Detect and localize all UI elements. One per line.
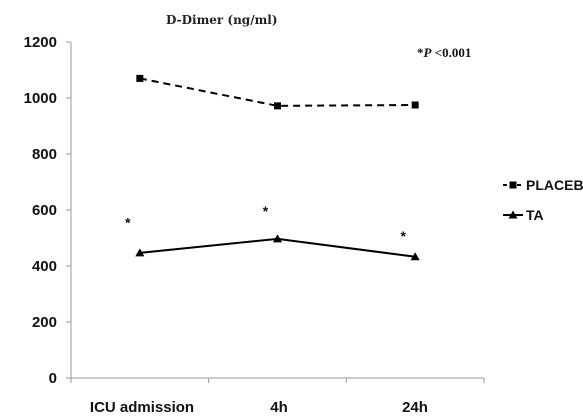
significance-star: *: [400, 228, 406, 244]
y-tick-label: 400: [32, 258, 57, 275]
y-axis-ticks: 0 200 400 600 800 1000 1200: [24, 34, 71, 387]
p-value-text: <0.001: [431, 45, 471, 60]
legend-marker-placebo: [509, 181, 517, 189]
data-point-ta: [135, 248, 145, 257]
significance-star: *: [125, 215, 131, 231]
data-point-ta: [273, 234, 282, 243]
y-tick-label: 800: [32, 146, 57, 163]
significance-star: *: [263, 203, 269, 219]
y-tick-label: 1200: [24, 34, 57, 51]
data-point-placebo: [136, 74, 144, 82]
data-point-ta: [410, 252, 420, 261]
y-tick-label: 1000: [24, 90, 57, 107]
x-tick-label: 4h: [270, 399, 288, 416]
data-point-placebo: [274, 102, 281, 110]
p-value-annotation: *P <0.001: [417, 45, 471, 60]
legend: PLACEBO TA: [503, 177, 583, 223]
p-value-star: *: [417, 45, 424, 60]
legend-label-ta: TA: [526, 207, 544, 223]
x-tick-label: 24h: [402, 399, 428, 416]
y-tick-label: 200: [32, 314, 57, 331]
x-tick-label: ICU admission: [90, 399, 194, 416]
significance-markers: * * *: [125, 203, 406, 244]
legend-marker-ta: [508, 210, 518, 219]
legend-label-placebo: PLACEBO: [526, 177, 583, 193]
p-value-symbol: P: [424, 45, 433, 60]
y-tick-label: 600: [32, 202, 57, 219]
chart-title: D-Dimer (ng/ml): [166, 13, 278, 27]
y-tick-label: 0: [49, 370, 57, 387]
series-layer: [135, 74, 420, 261]
x-axis-ticks: ICU admission 4h 24h: [70, 378, 485, 416]
series-line-placebo: [139, 77, 416, 107]
data-point-placebo: [411, 101, 419, 109]
